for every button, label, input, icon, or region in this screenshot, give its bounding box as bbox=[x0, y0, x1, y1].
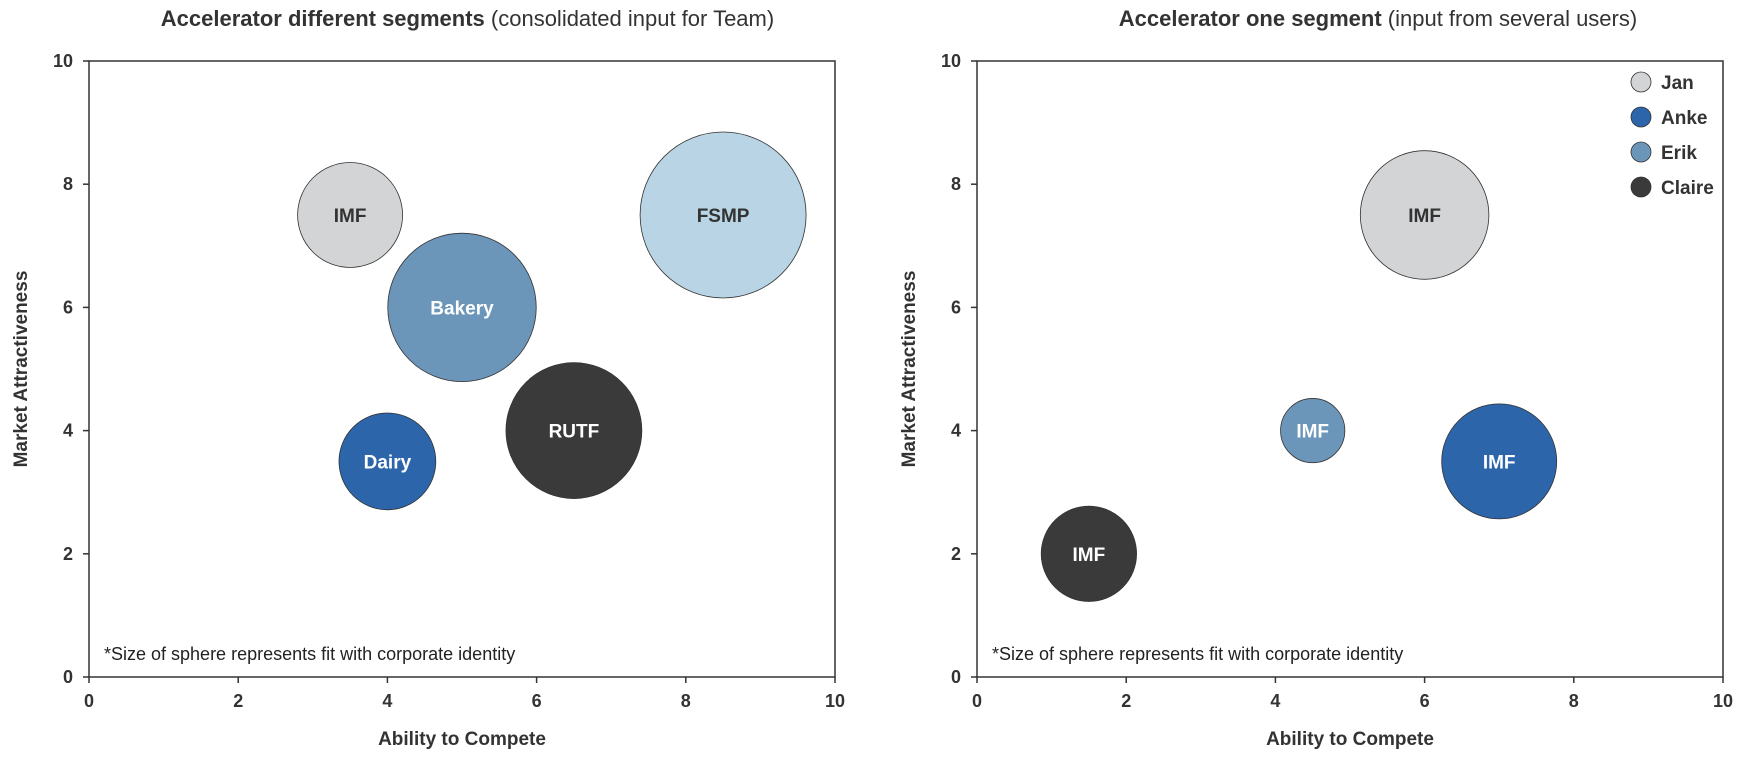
y-tick-label: 8 bbox=[951, 174, 961, 194]
legend-swatch bbox=[1630, 176, 1652, 198]
chart-title-rest: (consolidated input for Team) bbox=[484, 6, 775, 31]
bubble-label: Bakery bbox=[430, 298, 494, 319]
y-tick-label: 2 bbox=[63, 544, 73, 564]
bubble-label: IMF bbox=[1296, 422, 1329, 443]
legend-entry: Anke bbox=[1661, 108, 1707, 129]
bubble bbox=[297, 162, 403, 268]
chart-title-bold: Accelerator one segment bbox=[1118, 6, 1382, 31]
bubble-label: IMF bbox=[334, 206, 367, 227]
legend-entry: Jan bbox=[1661, 73, 1694, 94]
bubble-chart-segments: Accelerator different segments (consolid… bbox=[11, 6, 845, 750]
x-tick-label: 2 bbox=[233, 691, 243, 711]
bubble bbox=[639, 131, 807, 299]
x-tick-label: 6 bbox=[1420, 691, 1430, 711]
x-axis-label: Ability to Compete bbox=[1266, 729, 1434, 750]
y-tick-label: 10 bbox=[53, 51, 73, 71]
x-tick-label: 0 bbox=[84, 691, 94, 711]
chart-title-rest: (input from several users) bbox=[1381, 6, 1638, 31]
size-note: *Size of sphere represents fit with corp… bbox=[104, 644, 515, 664]
legend-swatch bbox=[1630, 141, 1652, 163]
bubble bbox=[1040, 505, 1137, 602]
y-tick-label: 2 bbox=[951, 544, 961, 564]
bubble-label: IMF bbox=[1408, 206, 1441, 227]
bubble bbox=[505, 362, 643, 499]
legend-swatch bbox=[1630, 71, 1652, 93]
bubble-label: IMF bbox=[1073, 545, 1106, 566]
bubble-chart-users: Accelerator one segment (input from seve… bbox=[873, 0, 1746, 769]
bubble bbox=[387, 232, 537, 383]
x-tick-label: 6 bbox=[532, 691, 542, 711]
bubble-label: Dairy bbox=[364, 452, 412, 473]
legend-swatch bbox=[1630, 106, 1652, 128]
plot-frame bbox=[976, 60, 1724, 678]
x-tick-label: 0 bbox=[972, 691, 982, 711]
bubble-label: IMF bbox=[1483, 452, 1516, 473]
y-tick-label: 8 bbox=[63, 174, 73, 194]
x-tick-label: 8 bbox=[681, 691, 691, 711]
x-tick-label: 2 bbox=[1121, 691, 1131, 711]
chart-title: Accelerator one segment (input from seve… bbox=[873, 6, 1746, 32]
x-axis-label: Ability to Compete bbox=[378, 729, 546, 750]
x-tick-label: 4 bbox=[382, 691, 392, 711]
chart-title: Accelerator different segments (consolid… bbox=[0, 6, 935, 32]
legend-entry: Claire bbox=[1661, 178, 1714, 199]
bubble bbox=[338, 412, 437, 511]
x-tick-label: 10 bbox=[825, 691, 845, 711]
bubble-label: FSMP bbox=[697, 206, 750, 227]
chart-plot-area: 0 2 4 6 8 10 0 2 4 6 8 10 Ability to Compete Market A… bbox=[899, 51, 1733, 750]
y-tick-label: 0 bbox=[63, 667, 73, 687]
chart-title-bold: Accelerator different segments bbox=[160, 6, 485, 31]
legend-entry: Erik bbox=[1661, 143, 1697, 164]
bubble-label: RUTF bbox=[549, 422, 600, 443]
bubble bbox=[1359, 150, 1490, 280]
y-tick-label: 10 bbox=[941, 51, 961, 71]
y-tick-label: 4 bbox=[63, 421, 73, 441]
bubble bbox=[1280, 398, 1346, 464]
x-tick-label: 8 bbox=[1569, 691, 1579, 711]
y-tick-label: 4 bbox=[951, 421, 961, 441]
x-tick-label: 4 bbox=[1270, 691, 1280, 711]
bubble bbox=[1441, 403, 1558, 520]
y-tick-label: 6 bbox=[63, 297, 73, 317]
size-note: *Size of sphere represents fit with corp… bbox=[992, 644, 1403, 664]
y-axis-label: Market Attractiveness bbox=[899, 271, 920, 468]
y-axis-label: Market Attractiveness bbox=[11, 271, 32, 468]
y-tick-label: 0 bbox=[951, 667, 961, 687]
y-tick-label: 6 bbox=[951, 297, 961, 317]
plot-frame bbox=[88, 60, 836, 678]
x-tick-label: 10 bbox=[1713, 691, 1733, 711]
chart-plot-area: 0 2 4 6 8 10 0 2 4 6 8 10 Ability to Compete Market A… bbox=[11, 51, 845, 750]
